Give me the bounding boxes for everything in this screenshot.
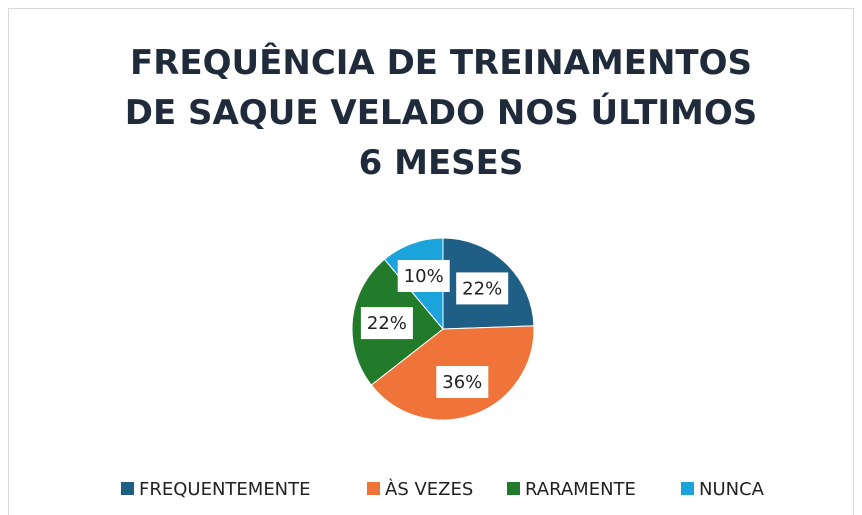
data-label-box: [456, 272, 509, 305]
legend-swatch: [681, 482, 694, 495]
data-label: 22%: [462, 278, 502, 299]
legend-label: NUNCA: [699, 479, 765, 500]
legend-swatch: [121, 482, 134, 495]
legend-label: RARAMENTE: [525, 479, 636, 500]
data-label: 22%: [367, 313, 407, 334]
chart-frame: [8, 8, 854, 515]
data-label-box: [360, 307, 413, 340]
legend-swatch: [507, 482, 520, 495]
data-label: 36%: [442, 372, 482, 393]
chart-title: FREQUÊNCIA DE TREINAMENTOS DE SAQUE VELA…: [124, 43, 758, 183]
legend-swatch: [367, 482, 380, 495]
legend-label: FREQUENTEMENTE: [139, 479, 311, 500]
data-label-box: [397, 259, 450, 292]
data-label: 10%: [404, 266, 444, 287]
data-label-box: [436, 366, 489, 399]
legend-label: ÀS VEZES: [385, 478, 473, 500]
